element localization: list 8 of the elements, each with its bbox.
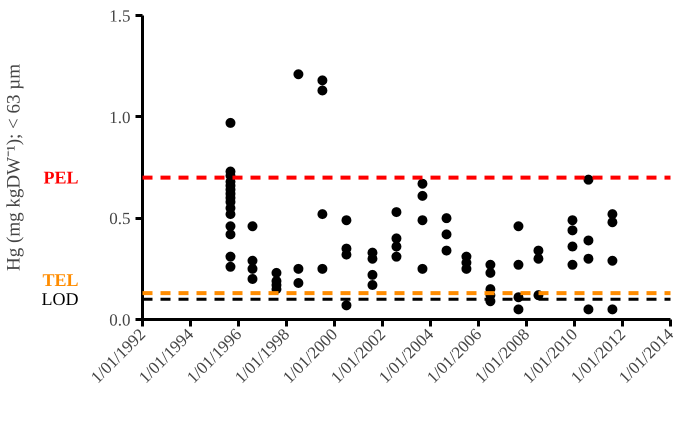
ref-line-label: LOD xyxy=(42,289,79,310)
y-tick-label: 0.5 xyxy=(109,209,130,228)
y-tick-label: 0.0 xyxy=(109,310,130,330)
y-axis-title: Hg (mg kgDW⁻¹); < 63 µm xyxy=(4,64,24,271)
y-tick-label: 1.0 xyxy=(109,108,130,127)
ref-line-label: PEL xyxy=(43,168,79,188)
ref-line-label: TEL xyxy=(42,270,79,290)
y-tick-label: 1.5 xyxy=(109,6,130,26)
